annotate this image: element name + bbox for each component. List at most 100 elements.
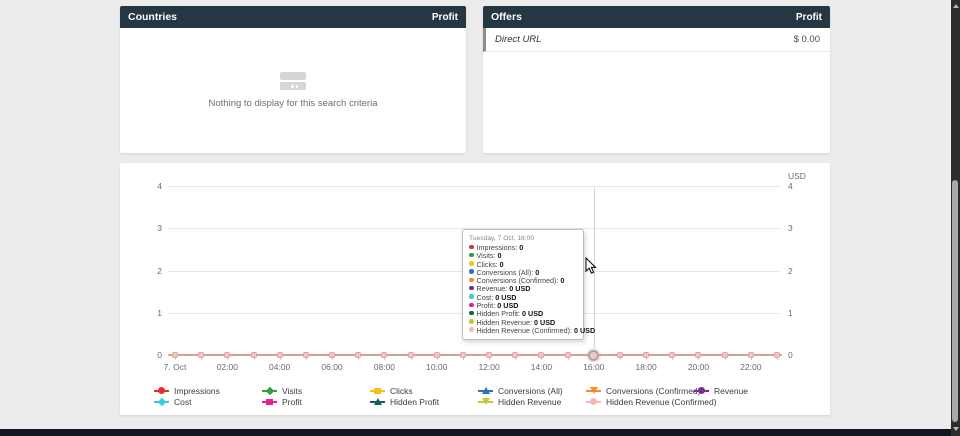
data-point-marker[interactable] <box>669 352 676 358</box>
data-point-marker[interactable] <box>616 352 623 358</box>
legend-item-label: Hidden Revenue <box>498 396 562 407</box>
series-color-dot-icon <box>469 277 474 283</box>
offer-name[interactable]: Direct URL <box>495 34 542 45</box>
legend-item-label: Cost <box>174 396 192 407</box>
series-color-dot-icon <box>469 261 474 266</box>
x-axis-tick <box>436 356 438 360</box>
legend-item[interactable]: Impressions <box>154 385 220 396</box>
bottom-window-edge <box>0 429 960 436</box>
x-axis-tick <box>750 356 752 360</box>
data-point-marker[interactable] <box>721 352 728 358</box>
series-color-dot-icon <box>469 252 474 258</box>
data-point-marker[interactable] <box>302 352 309 358</box>
x-axis-label: 06:00 <box>321 362 343 372</box>
y-axis-label-left: 3 <box>157 223 162 234</box>
x-axis-label: 02:00 <box>216 362 238 372</box>
data-point-marker[interactable] <box>459 352 466 358</box>
empty-list-icon-top <box>280 72 306 80</box>
x-axis-tick <box>384 356 386 360</box>
series-color-dot-icon <box>469 302 474 308</box>
tooltip-metric-row: Visits: 0 <box>469 251 577 260</box>
countries-panel-header: Countries Profit <box>120 6 466 28</box>
series-color-dot-icon <box>469 285 474 291</box>
scrollbar-thumb[interactable] <box>952 180 958 422</box>
legend-item[interactable]: Hidden Revenue (Confirmed) <box>586 396 717 407</box>
legend-item[interactable]: Clicks <box>370 385 413 396</box>
tooltip-metric-row: Impressions: 0 <box>469 243 577 252</box>
tooltip-metric-row: Clicks: 0 <box>469 260 577 269</box>
chart-tooltip: Tuesday, 7 Oct, 16:00 Impressions: 0 Visi… <box>462 229 595 341</box>
x-axis-label: 14:00 <box>530 362 553 372</box>
empty-list-icon-bottom <box>280 82 306 90</box>
data-point-marker[interactable] <box>198 352 205 358</box>
data-point-marker[interactable] <box>433 352 440 358</box>
legend-item-label: Visits <box>282 385 303 396</box>
series-color-dot-icon <box>469 269 474 274</box>
offer-row-direct-url[interactable]: Direct URL $ 0.00 <box>483 28 830 52</box>
data-point-marker[interactable] <box>276 352 283 358</box>
data-point-marker[interactable] <box>329 352 336 358</box>
legend-item-label: Hidden Revenue (Confirmed) <box>606 396 717 407</box>
legend-triangle-down-marker-icon <box>478 397 493 406</box>
legend-item[interactable]: Revenue <box>694 385 748 396</box>
scroll-up-icon[interactable] <box>952 4 959 8</box>
legend-item[interactable]: Conversions (Confirmed) <box>586 385 700 396</box>
x-axis-tick <box>462 356 464 360</box>
series-line-zero <box>168 354 782 356</box>
x-axis-tick <box>227 356 229 360</box>
tooltip-metric-row: Hidden Profit: 0 USD <box>469 310 577 318</box>
data-point-marker[interactable] <box>250 352 257 358</box>
y-axis-label-right: 1 <box>788 307 793 318</box>
data-point-marker[interactable] <box>355 352 362 358</box>
y-axis-label-right: 3 <box>788 223 793 234</box>
tooltip-metric-row: Revenue: 0 USD <box>469 285 577 293</box>
x-axis-tick <box>489 356 491 360</box>
countries-empty-state: Nothing to display for this search crite… <box>120 28 466 153</box>
data-point-marker[interactable] <box>172 352 178 358</box>
x-axis-label: 18:00 <box>635 362 657 372</box>
x-axis-tick <box>201 356 203 360</box>
y-axis-label-left: 2 <box>157 265 162 276</box>
data-point-marker[interactable] <box>643 352 650 358</box>
legend-item[interactable]: Hidden Profit <box>370 396 439 407</box>
legend-diamond-marker-icon <box>262 386 277 395</box>
x-axis-tick <box>279 356 281 360</box>
legend-item[interactable]: Cost <box>154 396 191 407</box>
legend-circle-marker-icon <box>694 386 709 395</box>
data-point-marker[interactable] <box>407 352 414 358</box>
data-point-marker[interactable] <box>747 352 754 358</box>
y-axis-label-right: 0 <box>788 350 793 360</box>
vertical-scrollbar[interactable] <box>951 0 960 436</box>
data-point-marker[interactable] <box>695 352 702 358</box>
data-point-marker[interactable] <box>381 352 388 358</box>
y-axis-label-left: 4 <box>157 181 162 191</box>
legend-triangle-down-marker-icon <box>586 386 601 395</box>
data-point-marker[interactable] <box>512 352 519 358</box>
gridline <box>168 186 780 187</box>
x-axis-label: 04:00 <box>269 362 291 372</box>
legend-item[interactable]: Conversions (All) <box>478 385 563 396</box>
legend-item-label: Conversions (Confirmed) <box>606 385 701 396</box>
mouse-cursor <box>585 257 597 274</box>
legend-item[interactable]: Visits <box>262 385 302 396</box>
data-point-marker[interactable] <box>486 352 493 358</box>
legend-item[interactable]: Hidden Revenue <box>478 396 561 407</box>
offers-panel-title: Offers <box>491 11 522 23</box>
series-color-dot-icon <box>469 319 474 324</box>
timeseries-chart-panel: USD 4 4 3 3 2 2 1 1 0 0 7. Oct 02:00 04:00 06:00 08:00… <box>120 163 830 415</box>
data-point-marker[interactable] <box>774 352 780 358</box>
data-point-marker[interactable] <box>224 352 231 358</box>
tooltip-metric-row: Conversions (Confirmed): 0 <box>469 276 577 285</box>
data-point-marker-hovered[interactable] <box>588 349 600 361</box>
legend-item[interactable]: Profit <box>262 396 302 407</box>
series-color-dot-icon <box>469 310 474 316</box>
x-axis-label: 7. Oct <box>163 362 187 372</box>
legend-circle-marker-icon <box>586 397 601 406</box>
data-point-marker[interactable] <box>564 352 571 358</box>
y-axis-label-right: 4 <box>788 181 793 191</box>
y-axis-unit-label: USD <box>788 171 806 181</box>
data-point-marker[interactable] <box>538 352 545 358</box>
y-axis-label-left: 0 <box>157 350 162 360</box>
empty-list-icon <box>280 72 306 91</box>
scroll-down-icon[interactable] <box>952 427 959 431</box>
